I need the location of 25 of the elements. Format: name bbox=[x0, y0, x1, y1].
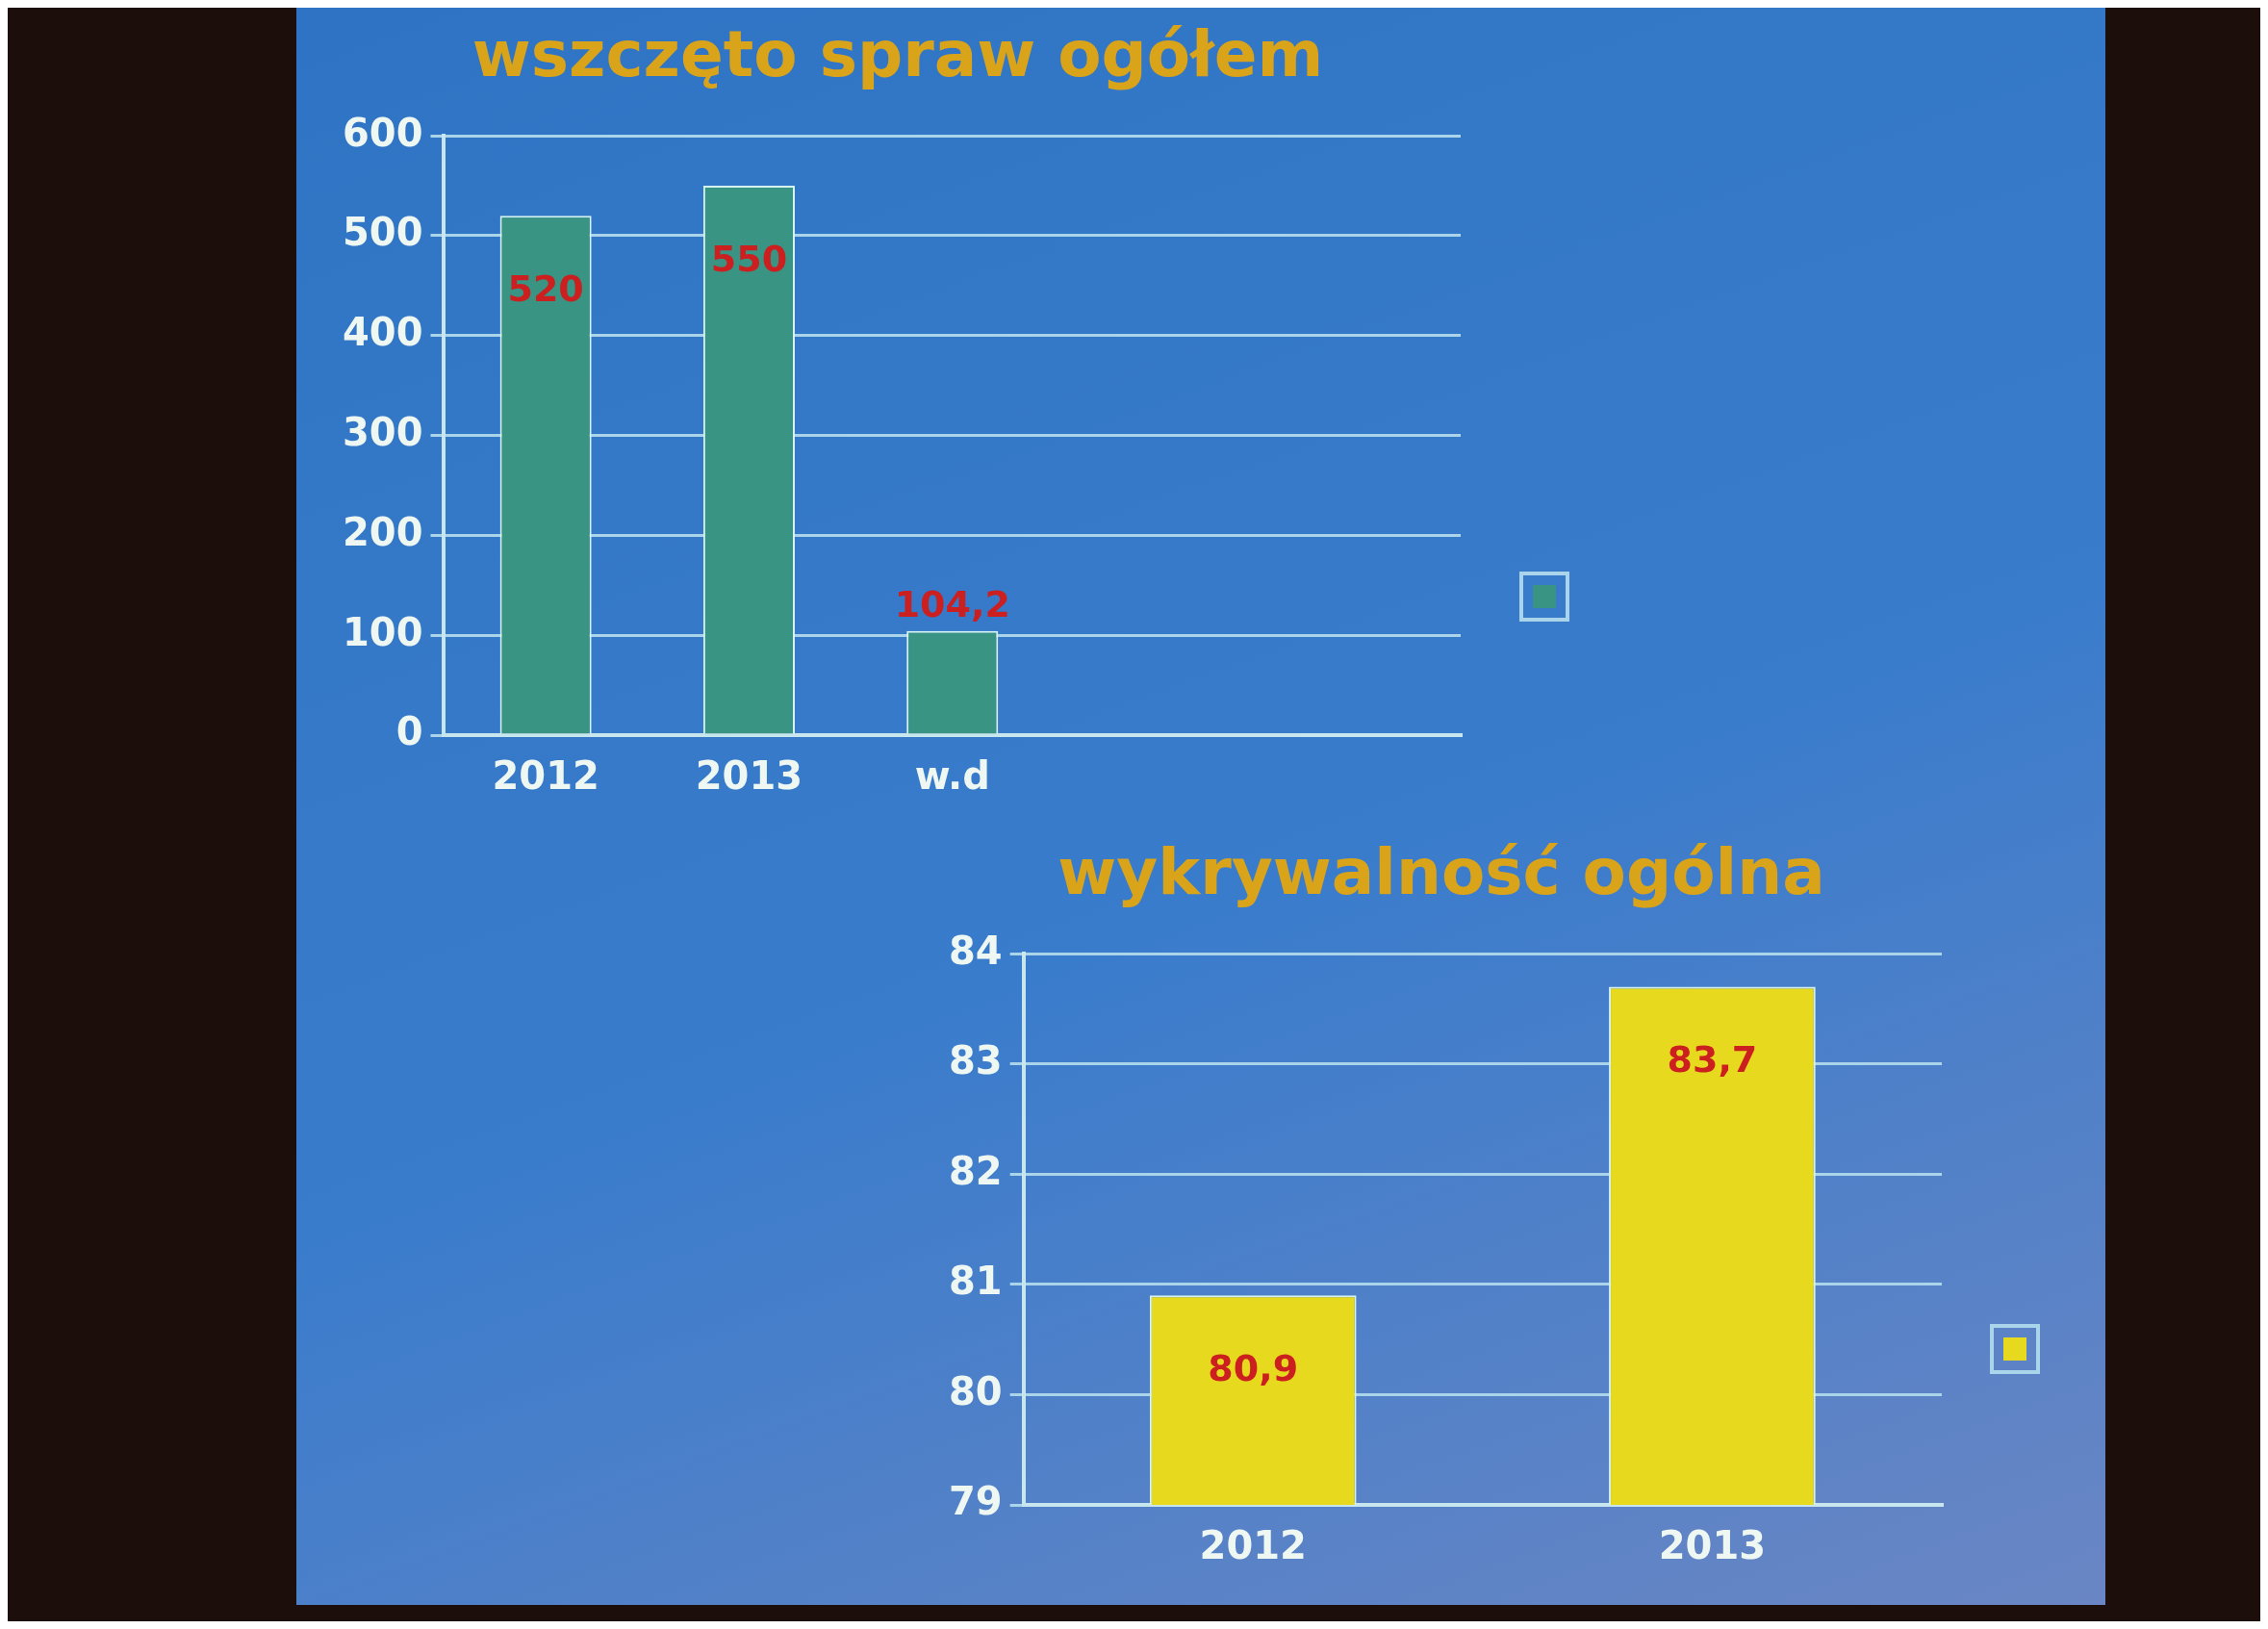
y-tick-label: 100 bbox=[343, 609, 423, 654]
y-tick-label: 84 bbox=[948, 928, 1003, 973]
x-tick-label: 2012 bbox=[492, 753, 599, 799]
x-tick-label: w.d bbox=[914, 753, 990, 799]
y-tick-label: 81 bbox=[948, 1259, 1003, 1304]
data-label: 520 bbox=[507, 267, 584, 311]
x-tick-label: 2013 bbox=[695, 753, 803, 799]
y-tick-label: 83 bbox=[948, 1038, 1003, 1083]
y-tick-label: 200 bbox=[343, 509, 423, 554]
y-tick-label: 79 bbox=[948, 1479, 1003, 1524]
data-label: 83,7 bbox=[1667, 1038, 1758, 1082]
x-tick-label: 2012 bbox=[1199, 1523, 1307, 1568]
y-tick-label: 80 bbox=[948, 1368, 1003, 1413]
y-tick-label: 0 bbox=[395, 709, 423, 754]
y-tick-label: 600 bbox=[343, 110, 423, 155]
chart-title: wszczęto spraw ogółem bbox=[471, 16, 1324, 91]
y-tick-label: 500 bbox=[343, 210, 423, 255]
data-label: 550 bbox=[710, 237, 788, 280]
data-label: 80,9 bbox=[1208, 1347, 1299, 1390]
y-tick-label: 82 bbox=[948, 1148, 1003, 1193]
chart-title: wykrywalność ogólna bbox=[1058, 834, 1825, 909]
data-label: 104,2 bbox=[894, 582, 1010, 625]
y-tick-label: 400 bbox=[343, 310, 423, 355]
x-tick-label: 2013 bbox=[1658, 1523, 1767, 1568]
y-tick-label: 300 bbox=[343, 409, 423, 454]
